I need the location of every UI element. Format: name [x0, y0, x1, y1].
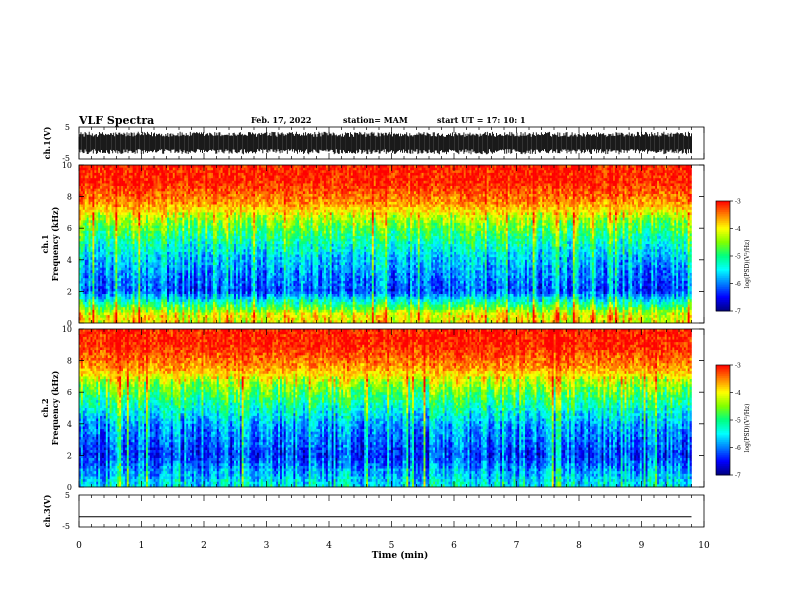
ch2-ytick-6: 6	[67, 388, 72, 397]
time-tick-2: 2	[201, 541, 207, 551]
ch1-colorbar-tick--3: -3	[735, 199, 741, 206]
time-tick-7: 7	[514, 541, 520, 551]
ch2-colorbar-tick--5: -5	[735, 418, 741, 425]
figure-title: VLF Spectra	[78, 114, 154, 127]
ch2-colorbar-tick--3: -3	[735, 363, 741, 370]
ch2-colorbar-tick--6: -6	[735, 445, 741, 452]
ch1-ytick-6: 6	[67, 224, 72, 233]
time-tick-4: 4	[326, 541, 332, 551]
ch1-spectrogram-heatmap	[79, 165, 692, 323]
ch1-spectrogram-ylabel: ch.1	[40, 234, 50, 253]
ch1-colorbar-tick--4: -4	[735, 226, 741, 233]
ch2-colorbar-label: log(PSD)(V²/Hz)	[744, 404, 751, 453]
ch1-waveform-trace	[79, 132, 692, 154]
ch2-ytick-2: 2	[67, 451, 72, 460]
ch2-ytick-10: 10	[62, 325, 72, 334]
ch2-colorbar-tick--7: -7	[735, 473, 741, 480]
ch1-ytick-top: 5	[65, 123, 70, 132]
ch3-ytick-top: 5	[65, 491, 70, 500]
ch1-waveform-ylabel: ch.1(V)	[42, 126, 52, 159]
time-tick-9: 9	[639, 541, 645, 551]
time-tick-0: 0	[76, 541, 82, 551]
start-time-label: start UT = 17: 10: 1	[437, 115, 526, 125]
ch1-colorbar-label: log(PSD)(V²/Hz)	[744, 240, 751, 289]
time-tick-5: 5	[389, 541, 395, 551]
ch2-spectrogram-ylabel: ch.2	[40, 398, 50, 417]
time-tick-8: 8	[576, 541, 582, 551]
ch1-ytick-4: 4	[67, 256, 72, 265]
time-axis-tick-labels: 0 1 2 3 4 5 6 7 8 9 10	[76, 541, 710, 551]
ch2-ytick-8: 8	[67, 357, 72, 366]
ch2-spectrogram-heatmap	[79, 329, 692, 487]
ch1-frequency-ylabel: Frequency (kHz)	[50, 206, 60, 281]
ch3-ytick-bottom: -5	[62, 522, 70, 531]
ch1-ytick-10: 10	[62, 161, 72, 170]
ch2-colorbar: -3 -4 -5 -6 -7 log(PSD)(V²/Hz)	[716, 363, 751, 480]
ch2-frequency-ylabel: Frequency (kHz)	[50, 370, 60, 445]
ch1-colorbar-tick--6: -6	[735, 281, 741, 288]
time-tick-1: 1	[139, 541, 145, 551]
time-tick-3: 3	[264, 541, 270, 551]
ch1-colorbar: -3 -4 -5 -6 -7 log(PSD)(V²/Hz)	[716, 199, 751, 316]
ch1-ytick-2: 2	[67, 287, 72, 296]
ch1-ytick-8: 8	[67, 193, 72, 202]
ch1-colorbar-tick--7: -7	[735, 309, 741, 316]
time-tick-6: 6	[451, 541, 457, 551]
ch1-colorbar-tick--5: -5	[735, 254, 741, 261]
date-label: Feb. 17, 2022	[251, 115, 311, 125]
time-tick-10: 10	[698, 541, 710, 551]
station-label: station= MAM	[343, 115, 408, 125]
ch2-colorbar-tick--4: -4	[735, 390, 741, 397]
ch1-waveform-line	[79, 132, 692, 154]
ch3-waveform-ylabel: ch.3(V)	[42, 494, 52, 527]
time-axis-label: Time (min)	[372, 550, 429, 561]
ch2-ytick-4: 4	[67, 420, 72, 429]
